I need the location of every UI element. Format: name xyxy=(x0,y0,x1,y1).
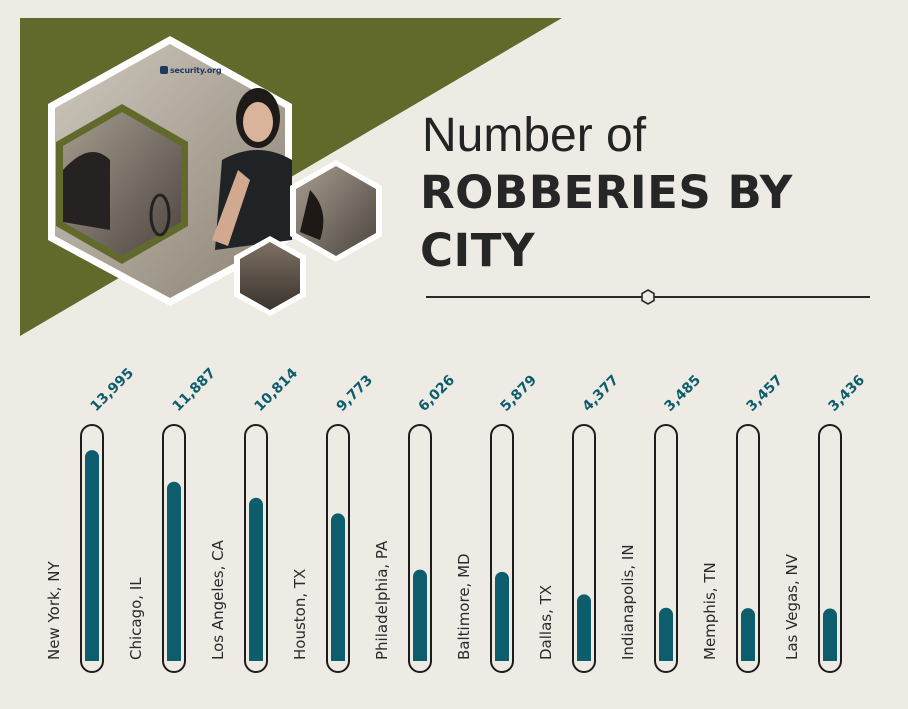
bar-base xyxy=(659,650,673,661)
bar xyxy=(85,450,99,661)
tube-outline xyxy=(408,424,432,673)
bar-base xyxy=(249,650,263,661)
category-label: Dallas, TX xyxy=(537,585,555,660)
bar-base xyxy=(413,650,427,661)
bar xyxy=(577,594,591,661)
bar xyxy=(659,607,673,661)
bar-base xyxy=(331,650,345,661)
bar-base xyxy=(823,650,837,661)
bar-base xyxy=(167,650,181,661)
tube-outline xyxy=(162,424,186,673)
tube-outline xyxy=(654,424,678,673)
category-label: Philadelphia, PA xyxy=(373,540,391,660)
category-label: Indianapolis, IN xyxy=(619,544,637,660)
value-label: 3,436 xyxy=(826,372,869,415)
tube-outline xyxy=(818,424,842,673)
value-label: 10,814 xyxy=(252,365,302,415)
tube-outline xyxy=(244,424,268,673)
brand-logo: security.org xyxy=(160,66,222,75)
value-label: 13,995 xyxy=(88,365,138,415)
bar-base xyxy=(495,650,509,661)
divider-hexagon-icon xyxy=(641,289,655,305)
photo-collage xyxy=(48,36,382,316)
category-label: Los Angeles, CA xyxy=(209,539,227,660)
tube-outline xyxy=(490,424,514,673)
category-label: Las Vegas, NV xyxy=(783,553,801,660)
value-label: 11,887 xyxy=(170,365,220,415)
value-label: 3,457 xyxy=(744,372,787,415)
bar xyxy=(167,481,181,661)
brand-logo-icon xyxy=(160,66,168,74)
tube-outline xyxy=(80,424,104,673)
category-label: Baltimore, MD xyxy=(455,553,473,660)
title-line-1: Number of xyxy=(422,109,647,162)
tube-outline xyxy=(572,424,596,673)
bar-base xyxy=(577,650,591,661)
value-label: 9,773 xyxy=(334,372,377,415)
bar xyxy=(495,571,509,661)
category-label: New York, NY xyxy=(45,561,63,660)
bar xyxy=(823,608,837,661)
tube-outline xyxy=(326,424,350,673)
bar xyxy=(413,569,427,661)
category-label: Chicago, IL xyxy=(127,577,145,660)
value-label: 6,026 xyxy=(416,372,459,415)
category-label: Memphis, TN xyxy=(701,562,719,660)
category-label: Houston, TX xyxy=(291,569,309,660)
bar-base xyxy=(85,650,99,661)
title-line-2: ROBBERIES BY CITY xyxy=(420,166,793,277)
bar xyxy=(249,497,263,661)
value-label: 5,879 xyxy=(498,372,541,415)
bar xyxy=(331,513,345,661)
tube-outline xyxy=(736,424,760,673)
value-label: 3,485 xyxy=(662,372,705,415)
bar xyxy=(741,608,755,661)
value-label: 4,377 xyxy=(580,372,623,415)
bar-base xyxy=(741,650,755,661)
robberies-chart: 13,995 New York, NY 11,887 Chicago, IL 10,81… xyxy=(45,365,869,673)
